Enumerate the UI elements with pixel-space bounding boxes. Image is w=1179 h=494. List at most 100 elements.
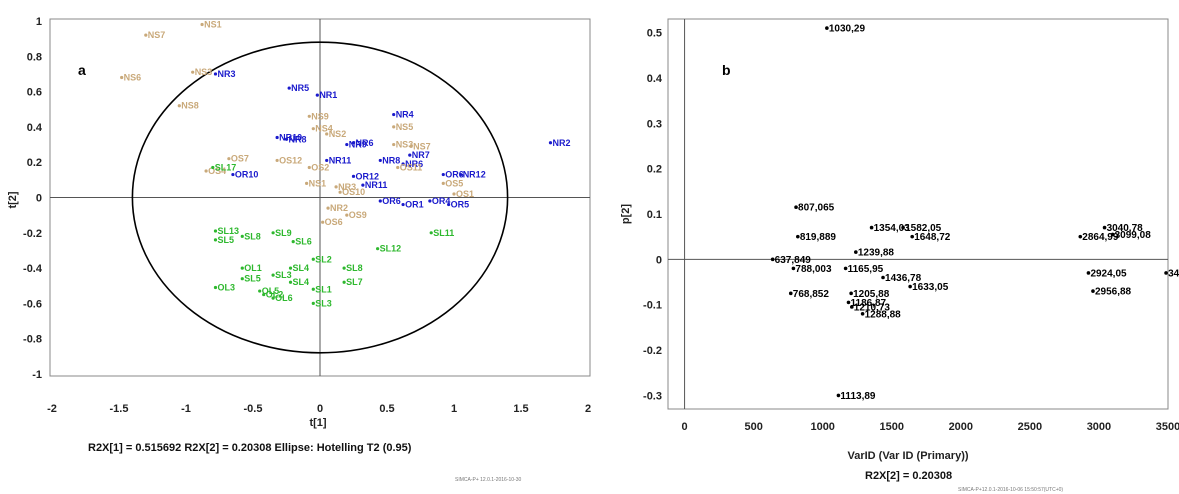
panel-a-point-marker bbox=[213, 238, 218, 242]
panel-a-point-label: NR9 bbox=[349, 140, 367, 150]
panel-a-point-label: OS1 bbox=[456, 189, 474, 199]
panel-b-point-label: 768,852 bbox=[793, 289, 830, 300]
panel-a-point-label: SL3 bbox=[315, 298, 332, 308]
panel-a-point-marker bbox=[191, 70, 195, 74]
panel-b-point-marker bbox=[1110, 232, 1115, 237]
panel-a-point-marker bbox=[429, 231, 433, 235]
panel-a-point-marker bbox=[326, 206, 330, 210]
panel-a-point-marker bbox=[342, 280, 346, 284]
panel-a-point-marker bbox=[227, 157, 231, 161]
panel-a-point-marker bbox=[311, 127, 315, 131]
panel-a-point-label: NR7 bbox=[412, 150, 430, 160]
panel-b-x-ticks: 0 500 1000 1500 2000 2500 3000 3500 bbox=[682, 421, 1179, 433]
panel-a-point-marker bbox=[315, 93, 319, 97]
panel-b-point-label: 1030,29 bbox=[829, 24, 866, 35]
panel-b-point-marker bbox=[1164, 271, 1168, 275]
panel-b-y-tick-label: 0.5 bbox=[647, 28, 662, 40]
panel-a-point-marker bbox=[288, 266, 293, 270]
panel-a-point-marker bbox=[342, 266, 346, 270]
panel-a-point-marker bbox=[401, 162, 405, 166]
panel-a-point-label: OR5 bbox=[451, 200, 470, 210]
panel-a-y-tick-label: 0.8 bbox=[27, 51, 42, 63]
panel-a-point-marker bbox=[287, 86, 291, 90]
panel-a-point-marker bbox=[213, 72, 218, 76]
panel-a-point-marker bbox=[307, 114, 311, 118]
panel-b-y-tick-label: -0.3 bbox=[643, 390, 662, 402]
panel-b-y-tick-label: 0 bbox=[656, 254, 662, 266]
panel-a-point-label: NR11 bbox=[365, 180, 388, 190]
panel-b-point-label: 2956,88 bbox=[1095, 287, 1132, 298]
panel-b-point-marker bbox=[794, 205, 798, 209]
panel-a-point-marker bbox=[275, 158, 279, 163]
panel-a-point-marker bbox=[408, 153, 412, 157]
panel-b-label: b bbox=[722, 62, 731, 78]
panel-a-point-marker bbox=[262, 292, 266, 297]
panel-b-point-marker bbox=[796, 234, 800, 239]
panel-a-x-tick-label: -1 bbox=[181, 403, 191, 415]
panel-a-x-tick-label: 1 bbox=[451, 403, 457, 415]
panel-a-point-label: SL13 bbox=[217, 226, 239, 236]
panel-a-x-tick-label: 0.5 bbox=[379, 403, 394, 415]
panel-a-point-marker bbox=[401, 202, 405, 207]
panel-a-point-marker bbox=[144, 33, 148, 37]
panel-a-point-marker bbox=[240, 234, 244, 238]
panel-a-point-marker bbox=[231, 172, 235, 177]
panel-a-footer: R2X[1] = 0.515692 R2X[2] = 0.20308 Ellip… bbox=[88, 442, 412, 454]
panel-a-point-label: NR3 bbox=[217, 69, 235, 79]
panel-b-x-tick-label: 3000 bbox=[1087, 421, 1111, 433]
panel-a-point-label: NR12 bbox=[463, 170, 486, 180]
panel-b-x-tick-label: 1000 bbox=[810, 421, 834, 433]
panel-a-point-label: NS1 bbox=[204, 20, 222, 30]
panel-a-point-marker bbox=[271, 231, 275, 235]
panel-b-point-marker bbox=[849, 291, 853, 296]
panel-a-point-label: NS2 bbox=[329, 129, 347, 139]
panel-b-plot-frame bbox=[667, 18, 1169, 410]
panel-b-point-label: 1288,88 bbox=[865, 309, 902, 320]
panel-a-point-marker bbox=[396, 165, 400, 170]
panel-a-point-label: NS3 bbox=[396, 140, 414, 150]
panel-a-point-marker bbox=[204, 169, 208, 173]
panel-b-point-label: 819,889 bbox=[800, 232, 837, 243]
panel-a-point-label: NR6 bbox=[356, 138, 374, 148]
panel-a-y-tick-label: 0.6 bbox=[27, 87, 42, 99]
panel-b-point-label: 2864,99 bbox=[1082, 232, 1119, 243]
panel-b-point-label: 1239,88 bbox=[858, 248, 895, 259]
panel-a-point-label: OR1 bbox=[405, 200, 424, 210]
panel-a-point-label: OR12 bbox=[356, 171, 380, 181]
panel-a-y-tick-label: -0.8 bbox=[23, 334, 42, 346]
panel-a-point-label: OS10 bbox=[342, 187, 365, 197]
panel-b-point-marker bbox=[908, 284, 912, 289]
panel-b-x-tick-label: 3500 bbox=[1156, 421, 1179, 433]
panel-a-point-marker bbox=[452, 192, 456, 196]
panel-a-point-label: SL3 bbox=[275, 270, 292, 280]
panel-b-y-tick-label: 0.1 bbox=[647, 209, 662, 221]
panel-b-point-label: 2924,05 bbox=[1090, 268, 1127, 279]
panel-b-point-marker bbox=[846, 300, 851, 305]
panel-a-point-label: SL8 bbox=[346, 263, 363, 273]
panel-a-point-marker bbox=[213, 229, 218, 233]
panel-b-y-tick-label: -0.2 bbox=[643, 345, 662, 357]
panel-a-point-marker bbox=[275, 135, 279, 140]
panel-a-point-label: OS7 bbox=[231, 154, 249, 164]
panel-a-point-marker bbox=[240, 266, 244, 270]
panel-a-point-label: NR1 bbox=[319, 90, 337, 100]
panel-a-point-marker bbox=[120, 75, 124, 80]
panel-a-point-marker bbox=[441, 172, 445, 177]
panel-b-point-marker bbox=[910, 234, 914, 239]
panel-a-point-label: NS7 bbox=[413, 141, 431, 151]
panel-a-point-label: SL17 bbox=[215, 162, 237, 172]
panel-b-point-marker bbox=[1102, 225, 1107, 230]
panel-b-point-marker bbox=[869, 225, 874, 230]
panel-a-x-tick-label: 1.5 bbox=[513, 403, 528, 415]
panel-b-point-marker bbox=[881, 275, 885, 280]
panel-b-point-marker bbox=[843, 266, 848, 271]
panel-b-point-marker bbox=[836, 393, 841, 398]
panel-b-point-marker bbox=[1078, 234, 1083, 239]
panel-b-loading-plot: 0 500 1000 1500 2000 2500 3000 3500 0.50.40.30.… bbox=[620, 18, 1179, 493]
panel-a-point-label: SL1 bbox=[315, 284, 332, 294]
panel-a-point-label: NS1 bbox=[309, 178, 327, 188]
panel-a-x-tick-label: -0.5 bbox=[244, 403, 263, 415]
panel-b-point-marker bbox=[788, 291, 793, 296]
panel-b-y-tick-label: 0.2 bbox=[647, 164, 662, 176]
panel-b-point-label: 3099,08 bbox=[1115, 230, 1152, 241]
